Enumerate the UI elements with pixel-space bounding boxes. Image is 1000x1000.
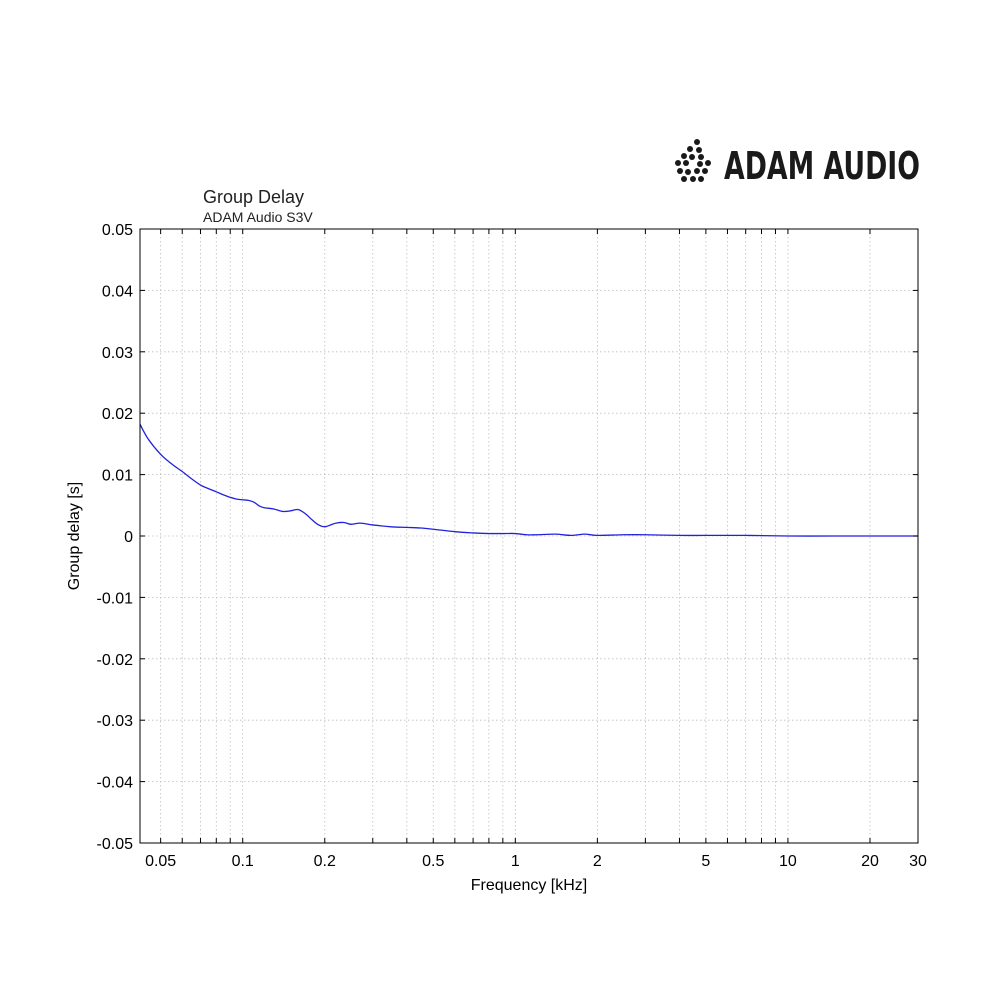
x-tick-label: 0.5 [422,853,444,870]
y-tick-label: -0.01 [97,590,134,607]
y-tick-label: -0.02 [97,652,134,669]
x-tick-label: 1 [511,853,520,870]
y-tick-label: 0.05 [102,222,133,239]
x-axis-label: Frequency [kHz] [471,877,587,894]
y-tick-label: 0.02 [102,406,133,423]
y-tick-label: 0.03 [102,345,133,362]
y-tick-label: 0.01 [102,468,133,485]
logo-dots-icon [675,139,711,182]
x-tick-labels: 0.05 0.1 0.2 0.5 1 2 5 10 20 30 [145,853,927,870]
x-tick-label: 0.05 [145,853,176,870]
x-tick-label: 5 [701,853,710,870]
x-tick-label: 2 [593,853,602,870]
x-tick-label: 30 [909,853,927,870]
y-tick-label: 0.04 [102,283,133,300]
y-tick-label: -0.03 [97,713,134,730]
y-tick-label: 0 [124,529,133,546]
x-tick-label: 20 [861,853,879,870]
y-axis-label: Group delay [s] [66,482,83,591]
y-tick-label: -0.04 [97,775,134,792]
x-tick-label: 10 [779,853,797,870]
y-tick-labels: 0.05 0.04 0.03 0.02 0.01 0 -0.01 -0.02 -0.03 -0.0… [97,222,134,853]
x-tick-label: 0.1 [232,853,254,870]
chart-subtitle: ADAM Audio S3V [203,209,313,225]
data-series [139,423,918,537]
adam-audio-logo: ADAM AUDIO [675,139,920,188]
x-tick-label: 0.2 [314,853,336,870]
logo-text: ADAM AUDIO [724,144,920,188]
chart-title: Group Delay [203,187,304,207]
group-delay-line [139,423,918,537]
axis-ticks [140,228,918,844]
y-tick-label: -0.05 [97,836,134,853]
